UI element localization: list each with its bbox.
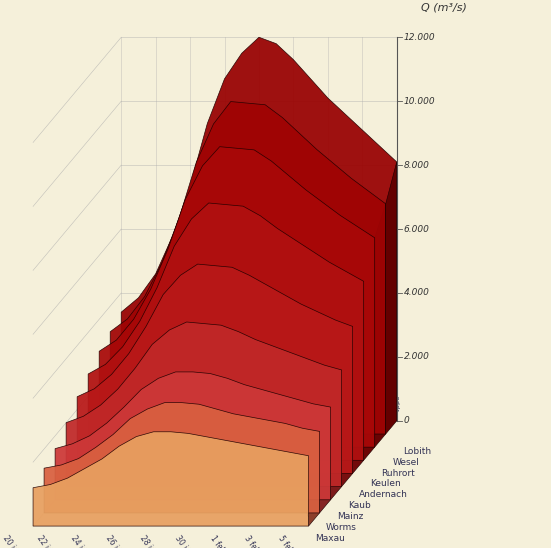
Text: Maxau: Maxau [315, 534, 345, 543]
Text: Ruhrort: Ruhrort [381, 469, 415, 477]
Text: 4.000: 4.000 [404, 288, 430, 298]
Polygon shape [44, 403, 320, 513]
Text: 8.000: 8.000 [404, 161, 430, 170]
Polygon shape [375, 204, 386, 447]
Text: 20 januari: 20 januari [1, 534, 30, 548]
Polygon shape [110, 101, 386, 434]
Text: 24 januari: 24 januari [69, 534, 99, 548]
Polygon shape [55, 372, 331, 500]
Polygon shape [66, 322, 342, 487]
Text: 2.000: 2.000 [404, 352, 430, 362]
Text: Wesel: Wesel [392, 458, 419, 466]
Text: 22 januari: 22 januari [35, 534, 64, 548]
Text: mohr: mohr [340, 459, 345, 477]
Text: 26 januari: 26 januari [104, 534, 133, 548]
Text: main: main [329, 473, 334, 490]
Text: Kaub: Kaub [348, 501, 371, 510]
Text: 30 januari: 30 januari [172, 534, 203, 548]
Polygon shape [33, 432, 309, 526]
Text: 3 februari: 3 februari [242, 534, 271, 548]
Text: 1 februari: 1 februari [208, 534, 237, 548]
Polygon shape [99, 147, 375, 447]
Polygon shape [309, 431, 320, 526]
Polygon shape [121, 37, 397, 421]
Polygon shape [77, 264, 353, 473]
Text: 12.000: 12.000 [404, 33, 435, 42]
Text: ruhr: ruhr [384, 410, 390, 424]
Polygon shape [331, 370, 342, 500]
Polygon shape [364, 238, 375, 460]
Text: Worms: Worms [326, 523, 357, 532]
Polygon shape [353, 281, 364, 473]
Text: Andernach: Andernach [359, 490, 408, 499]
Text: Keulen: Keulen [370, 480, 401, 488]
Text: 6.000: 6.000 [404, 225, 430, 233]
Polygon shape [386, 162, 397, 434]
Text: Mainz: Mainz [337, 512, 364, 521]
Text: 5 februari: 5 februari [277, 534, 306, 548]
Text: lippe: lippe [395, 395, 401, 411]
Text: lahn: lahn [362, 436, 368, 450]
Polygon shape [320, 407, 331, 513]
Text: neckar: neckar [318, 481, 323, 503]
Text: Q (m³/s): Q (m³/s) [420, 3, 467, 13]
Polygon shape [88, 203, 364, 460]
Text: oberrhein: oberrhein [307, 484, 312, 516]
Text: 28 januari: 28 januari [138, 534, 168, 548]
Text: Lobith: Lobith [403, 447, 431, 455]
Polygon shape [342, 327, 353, 487]
Text: 10.000: 10.000 [404, 96, 435, 106]
Text: 0: 0 [404, 416, 409, 425]
Text: sieg: sieg [373, 424, 379, 437]
Text: mozel: mozel [351, 443, 356, 464]
